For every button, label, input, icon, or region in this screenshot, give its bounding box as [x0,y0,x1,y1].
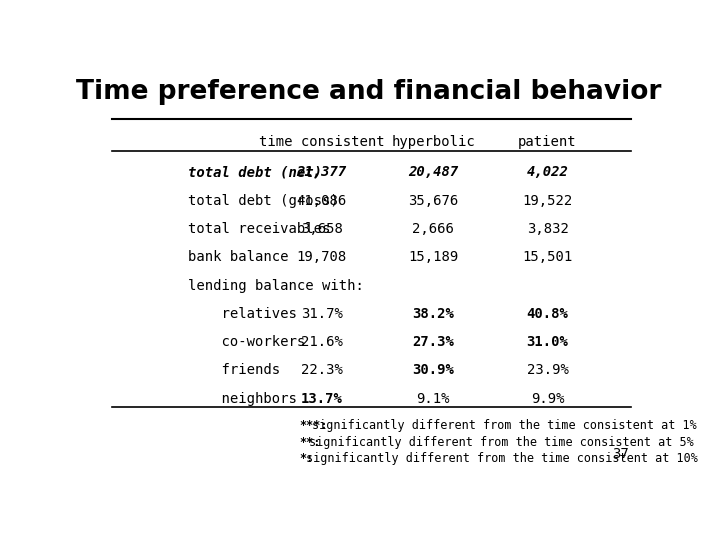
Text: 30.9%: 30.9% [413,363,454,377]
Text: Time preference and financial behavior: Time preference and financial behavior [76,79,662,105]
Text: significantly different from the time consistent at 10%: significantly different from the time co… [306,453,698,465]
Text: 21,377: 21,377 [297,165,347,179]
Text: 2,666: 2,666 [413,222,454,236]
Text: significantly different from the time consistent at 1%: significantly different from the time co… [312,419,697,432]
Text: total receivables: total receivables [188,222,330,236]
Text: 20,487: 20,487 [408,165,459,179]
Text: 27.3%: 27.3% [413,335,454,349]
Text: 22.3%: 22.3% [301,363,343,377]
Text: friends: friends [188,363,280,377]
Text: total debt (gross): total debt (gross) [188,194,338,208]
Text: 31.7%: 31.7% [301,307,343,321]
Text: 37: 37 [612,447,629,461]
Text: ***:: ***: [300,419,328,432]
Text: Graduate School of Asia Pacific Studies, Waseda University: Graduate School of Asia Pacific Studies,… [206,525,514,535]
Text: hyperbolic: hyperbolic [391,136,475,150]
Text: co-workers: co-workers [188,335,305,349]
Text: 15,501: 15,501 [523,250,572,264]
Text: 35,676: 35,676 [408,194,459,208]
Text: 19,708: 19,708 [297,250,347,264]
Text: 15,189: 15,189 [408,250,459,264]
Text: significantly different from the time consistent at 5%: significantly different from the time co… [309,436,693,449]
Text: relatives: relatives [188,307,297,321]
Text: 21.6%: 21.6% [301,335,343,349]
Text: 3,658: 3,658 [301,222,343,236]
Text: 23.9%: 23.9% [526,363,569,377]
Text: total debt (net): total debt (net) [188,165,322,179]
Text: 38.2%: 38.2% [413,307,454,321]
Text: **:: **: [300,436,320,449]
Text: 19,522: 19,522 [523,194,572,208]
Text: bank balance: bank balance [188,250,288,264]
Text: patient: patient [518,136,577,150]
Text: *:: *: [300,453,313,465]
Text: 41,086: 41,086 [297,194,347,208]
Text: time consistent: time consistent [258,136,384,150]
Text: neighbors: neighbors [188,392,297,406]
Text: 4,022: 4,022 [526,165,569,179]
Text: lending balance with:: lending balance with: [188,279,364,293]
Text: 9.1%: 9.1% [416,392,450,406]
Text: 13.7%: 13.7% [301,392,343,406]
Text: 40.8%: 40.8% [526,307,569,321]
Text: 31.0%: 31.0% [526,335,569,349]
Text: 9.9%: 9.9% [531,392,564,406]
Text: 3,832: 3,832 [526,222,569,236]
